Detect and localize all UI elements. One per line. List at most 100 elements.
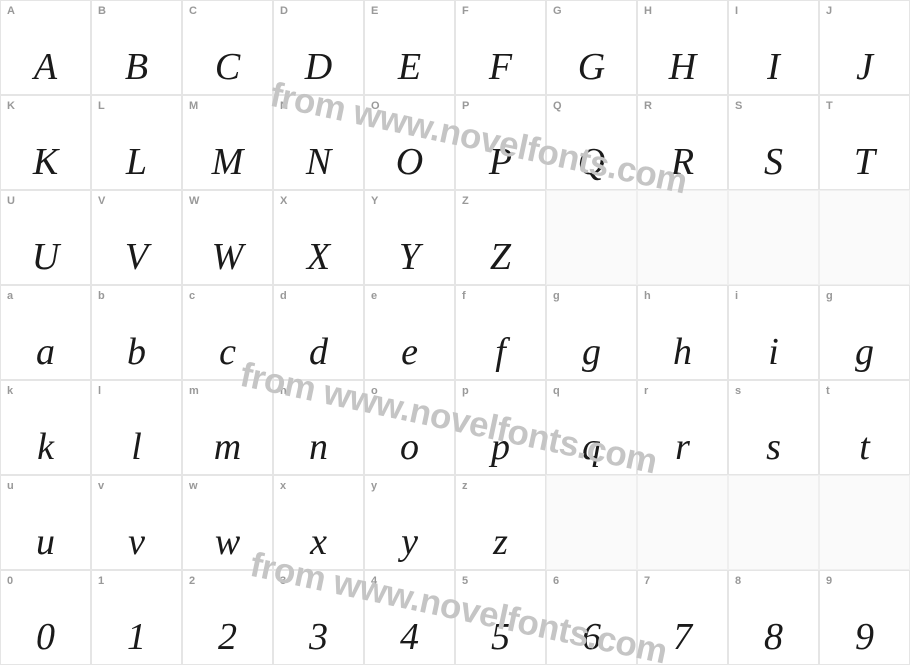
glyph-cell: 00 [0, 570, 91, 665]
glyph-cell: EE [364, 0, 455, 95]
cell-glyph: S [729, 143, 818, 181]
glyph-cell: II [728, 0, 819, 95]
cell-glyph: X [274, 238, 363, 276]
glyph-cell: NN [273, 95, 364, 190]
cell-glyph: F [456, 48, 545, 86]
cell-label: g [553, 290, 560, 302]
glyph-cell: tt [819, 380, 910, 475]
font-chart-wrapper: AABBCCDDEEFFGGHHIIJJKKLLMMNNOOPPQQRRSSTT… [0, 0, 911, 665]
cell-label: k [7, 385, 13, 397]
cell-glyph: I [729, 48, 818, 86]
cell-label: d [280, 290, 287, 302]
cell-label: U [7, 195, 15, 207]
cell-glyph: K [1, 143, 90, 181]
cell-label: m [189, 385, 199, 397]
glyph-cell: 44 [364, 570, 455, 665]
cell-label: b [98, 290, 105, 302]
cell-glyph: f [456, 333, 545, 371]
glyph-cell: pp [455, 380, 546, 475]
cell-glyph: Z [456, 238, 545, 276]
cell-label: M [189, 100, 198, 112]
glyph-cell: 88 [728, 570, 819, 665]
glyph-cell: vv [91, 475, 182, 570]
cell-label: 5 [462, 575, 468, 587]
cell-glyph: U [1, 238, 90, 276]
cell-label: P [462, 100, 469, 112]
cell-glyph: i [729, 333, 818, 371]
glyph-cell: gg [546, 285, 637, 380]
cell-label: A [7, 5, 15, 17]
cell-label: q [553, 385, 560, 397]
glyph-grid: AABBCCDDEEFFGGHHIIJJKKLLMMNNOOPPQQRRSSTT… [0, 0, 911, 665]
cell-glyph: a [1, 333, 90, 371]
cell-glyph: u [1, 523, 90, 561]
glyph-cell: 11 [91, 570, 182, 665]
empty-cell [819, 190, 910, 285]
cell-glyph: w [183, 523, 272, 561]
glyph-cell: mm [182, 380, 273, 475]
glyph-cell: qq [546, 380, 637, 475]
cell-glyph: J [820, 48, 909, 86]
cell-label: h [644, 290, 651, 302]
cell-label: p [462, 385, 469, 397]
cell-glyph: 0 [1, 618, 90, 656]
glyph-cell: hh [637, 285, 728, 380]
cell-label: o [371, 385, 378, 397]
glyph-cell: ZZ [455, 190, 546, 285]
glyph-cell: yy [364, 475, 455, 570]
cell-label: X [280, 195, 287, 207]
cell-glyph: E [365, 48, 454, 86]
cell-glyph: V [92, 238, 181, 276]
cell-label: 3 [280, 575, 286, 587]
cell-glyph: 9 [820, 618, 909, 656]
cell-glyph: T [820, 143, 909, 181]
cell-label: 0 [7, 575, 13, 587]
cell-glyph: W [183, 238, 272, 276]
glyph-cell: FF [455, 0, 546, 95]
glyph-cell: ii [728, 285, 819, 380]
cell-glyph: o [365, 428, 454, 466]
glyph-cell: 22 [182, 570, 273, 665]
cell-label: s [735, 385, 741, 397]
glyph-cell: DD [273, 0, 364, 95]
cell-label: c [189, 290, 195, 302]
cell-glyph: M [183, 143, 272, 181]
cell-glyph: 7 [638, 618, 727, 656]
cell-label: i [735, 290, 738, 302]
glyph-cell: BB [91, 0, 182, 95]
cell-glyph: v [92, 523, 181, 561]
glyph-cell: 66 [546, 570, 637, 665]
glyph-cell: ff [455, 285, 546, 380]
cell-label: g [826, 290, 833, 302]
glyph-cell: aa [0, 285, 91, 380]
cell-label: v [98, 480, 104, 492]
cell-glyph: m [183, 428, 272, 466]
cell-label: H [644, 5, 652, 17]
glyph-cell: PP [455, 95, 546, 190]
cell-label: J [826, 5, 832, 17]
glyph-cell: xx [273, 475, 364, 570]
glyph-cell: TT [819, 95, 910, 190]
cell-label: 7 [644, 575, 650, 587]
glyph-cell: WW [182, 190, 273, 285]
glyph-cell: OO [364, 95, 455, 190]
cell-glyph: L [92, 143, 181, 181]
glyph-cell: JJ [819, 0, 910, 95]
cell-label: y [371, 480, 377, 492]
glyph-cell: bb [91, 285, 182, 380]
glyph-cell: CC [182, 0, 273, 95]
cell-glyph: t [820, 428, 909, 466]
cell-label: Q [553, 100, 562, 112]
cell-label: n [280, 385, 287, 397]
glyph-cell: dd [273, 285, 364, 380]
glyph-cell: cc [182, 285, 273, 380]
cell-label: u [7, 480, 14, 492]
cell-label: r [644, 385, 648, 397]
glyph-cell: 55 [455, 570, 546, 665]
cell-glyph: e [365, 333, 454, 371]
cell-glyph: s [729, 428, 818, 466]
glyph-cell: 33 [273, 570, 364, 665]
empty-cell [546, 190, 637, 285]
glyph-cell: kk [0, 380, 91, 475]
cell-label: Y [371, 195, 378, 207]
